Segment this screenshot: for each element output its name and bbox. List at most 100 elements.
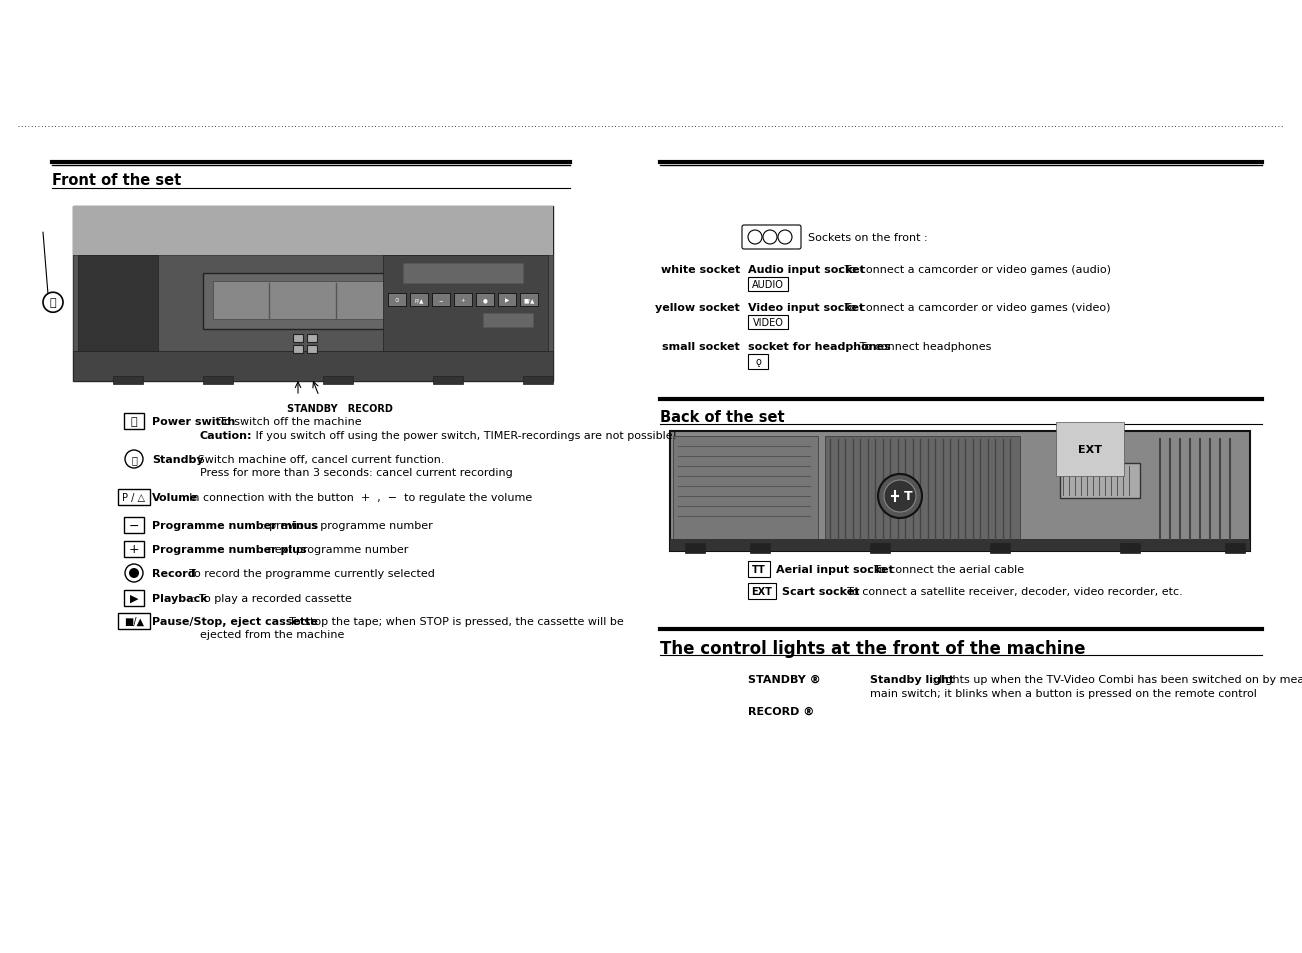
Bar <box>750 543 769 554</box>
Bar <box>203 376 233 385</box>
Text: ⊙: ⊙ <box>395 297 400 303</box>
Text: STANDBY ®: STANDBY ® <box>749 675 820 684</box>
FancyBboxPatch shape <box>388 294 406 307</box>
Text: Programme number minus: Programme number minus <box>152 520 318 531</box>
Text: Scart socket: Scart socket <box>783 586 859 597</box>
Text: ǫ: ǫ <box>755 357 760 367</box>
Text: ●: ● <box>483 297 487 303</box>
Text: : To stop the tape; when STOP is pressed, the cassette will be: : To stop the tape; when STOP is pressed… <box>283 617 624 626</box>
Circle shape <box>749 231 762 245</box>
Text: main switch; it blinks when a button is pressed on the remote control: main switch; it blinks when a button is … <box>870 688 1256 699</box>
Text: Caution:: Caution: <box>201 431 253 440</box>
FancyBboxPatch shape <box>519 294 538 307</box>
Text: If you switch off using the power switch, TIMER-recordings are not possible!: If you switch off using the power switch… <box>253 431 677 440</box>
Text: : To record the programme currently selected: : To record the programme currently sele… <box>182 568 435 578</box>
Text: ▶: ▶ <box>130 594 138 603</box>
Text: ■/▲: ■/▲ <box>124 617 145 626</box>
Text: : To connect a camcorder or video games (audio): : To connect a camcorder or video games … <box>835 265 1112 274</box>
Text: Programme number plus: Programme number plus <box>152 544 307 555</box>
Circle shape <box>125 564 143 582</box>
Circle shape <box>763 231 777 245</box>
Text: Audio input socket: Audio input socket <box>749 265 865 274</box>
Text: Standby: Standby <box>152 455 203 464</box>
Bar <box>404 264 523 284</box>
Bar <box>671 432 1250 552</box>
Bar <box>825 436 1019 541</box>
FancyBboxPatch shape <box>410 294 428 307</box>
Bar <box>203 274 404 329</box>
FancyBboxPatch shape <box>497 294 516 307</box>
Text: Standby light: Standby light <box>870 675 954 684</box>
FancyBboxPatch shape <box>749 277 788 292</box>
Text: Record: Record <box>152 568 195 578</box>
FancyBboxPatch shape <box>749 355 768 370</box>
Bar <box>1060 463 1141 498</box>
Text: The control lights at the front of the machine: The control lights at the front of the m… <box>660 639 1086 658</box>
Text: : lights up when the TV-Video Combi has been switched on by means of the: : lights up when the TV-Video Combi has … <box>932 675 1302 684</box>
Circle shape <box>125 451 143 469</box>
Text: TT: TT <box>753 564 766 575</box>
Text: ■/▲: ■/▲ <box>523 297 535 303</box>
Text: +: + <box>129 543 139 556</box>
FancyBboxPatch shape <box>432 294 450 307</box>
Text: P / △: P / △ <box>122 493 146 502</box>
Bar <box>73 352 553 381</box>
Bar <box>214 281 393 319</box>
FancyBboxPatch shape <box>124 541 145 558</box>
Text: small socket: small socket <box>663 341 740 352</box>
Text: RECORD ®: RECORD ® <box>749 706 814 717</box>
Bar <box>1225 543 1245 554</box>
Text: ▶: ▶ <box>505 297 509 303</box>
Text: : Switch machine off, cancel current function.: : Switch machine off, cancel current fun… <box>187 455 444 464</box>
FancyBboxPatch shape <box>124 414 145 430</box>
Text: ⏻: ⏻ <box>132 455 137 464</box>
Text: : To connect headphones: : To connect headphones <box>849 341 991 352</box>
FancyBboxPatch shape <box>118 490 150 505</box>
Bar <box>673 436 818 541</box>
Bar <box>323 376 353 385</box>
Bar <box>73 255 553 352</box>
FancyBboxPatch shape <box>124 517 145 534</box>
Text: Pause/Stop, eject cassette: Pause/Stop, eject cassette <box>152 617 318 626</box>
Bar <box>73 207 553 381</box>
Text: Playback: Playback <box>152 594 207 603</box>
Bar <box>685 543 704 554</box>
Bar <box>383 255 548 352</box>
Text: : In connection with the button  +  ,  −  to regulate the volume: : In connection with the button + , − to… <box>182 493 533 502</box>
Text: −: − <box>129 519 139 532</box>
Text: −: − <box>439 297 443 303</box>
Text: : next programme number: : next programme number <box>256 544 409 555</box>
Text: : To switch off the machine: : To switch off the machine <box>212 416 362 427</box>
Text: ⓘ: ⓘ <box>49 298 56 308</box>
Bar <box>990 543 1010 554</box>
Text: Sockets on the front :: Sockets on the front : <box>809 233 927 243</box>
Bar <box>307 345 316 354</box>
Text: Aerial input socket: Aerial input socket <box>776 564 893 575</box>
FancyBboxPatch shape <box>749 315 788 330</box>
Text: Front of the set: Front of the set <box>52 172 181 188</box>
FancyBboxPatch shape <box>749 561 769 578</box>
Bar <box>671 539 1250 552</box>
Text: VIDEO: VIDEO <box>753 317 784 328</box>
Bar <box>113 376 143 385</box>
Text: Press for more than 3 seconds: cancel current recording: Press for more than 3 seconds: cancel cu… <box>201 468 513 477</box>
Bar <box>523 376 553 385</box>
Text: socket for headphones: socket for headphones <box>749 341 891 352</box>
Bar <box>293 345 303 354</box>
Text: white socket: white socket <box>660 265 740 274</box>
Text: Volume: Volume <box>152 493 198 502</box>
FancyBboxPatch shape <box>454 294 473 307</box>
Text: T: T <box>904 490 913 503</box>
Circle shape <box>43 293 62 313</box>
FancyBboxPatch shape <box>477 294 493 307</box>
FancyBboxPatch shape <box>118 614 150 629</box>
Circle shape <box>878 475 922 518</box>
Text: : To connect a satellite receiver, decoder, video recorder, etc.: : To connect a satellite receiver, decod… <box>840 586 1182 597</box>
Text: +: + <box>461 297 465 303</box>
Bar <box>1120 543 1141 554</box>
Bar <box>434 376 464 385</box>
Text: EXT: EXT <box>751 586 772 597</box>
Text: STANDBY   RECORD: STANDBY RECORD <box>286 403 393 414</box>
Bar <box>293 335 303 342</box>
Text: Video input socket: Video input socket <box>749 303 865 313</box>
